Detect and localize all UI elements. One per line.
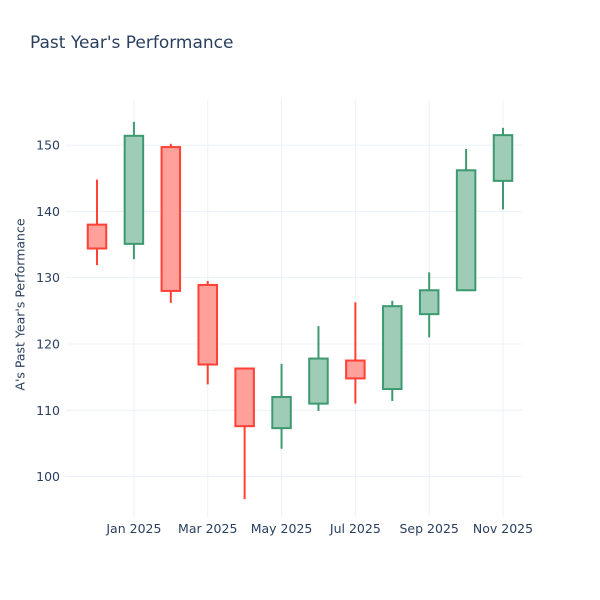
candle-jan-2025[interactable]	[123, 121, 145, 260]
candle-body	[455, 169, 477, 292]
candle-dec-2024[interactable]	[86, 179, 108, 266]
y-tick-label: 120	[36, 336, 60, 351]
candle-apr-2025[interactable]	[234, 367, 255, 500]
x-tick-label: Jul 2025	[329, 521, 381, 536]
candle-jun-2025[interactable]	[308, 326, 329, 411]
y-tick-label: 140	[36, 204, 60, 219]
candle-jul-2025[interactable]	[345, 302, 366, 404]
candle-body	[308, 357, 329, 405]
candle-body	[234, 367, 255, 428]
candle-may-2025[interactable]	[271, 363, 292, 449]
x-tick-label: Jan 2025	[105, 521, 161, 536]
candle-body	[160, 146, 182, 292]
candle-body	[382, 305, 403, 391]
candle-nov-2025[interactable]	[492, 127, 514, 210]
candle-body	[345, 359, 366, 380]
candle-mar-2025[interactable]	[197, 280, 218, 385]
y-tick-label: 150	[36, 138, 60, 153]
x-tick-label: Nov 2025	[473, 521, 533, 536]
candle-body	[123, 134, 145, 245]
candle-body	[271, 396, 292, 430]
y-tick-label: 110	[36, 403, 60, 418]
candle-body	[418, 289, 440, 316]
candle-body	[197, 283, 218, 366]
x-tick-label: May 2025	[251, 521, 313, 536]
y-tick-label: 100	[36, 469, 60, 484]
candle-oct-2025[interactable]	[455, 149, 477, 292]
candle-feb-2025[interactable]	[160, 143, 182, 303]
x-tick-label: Sep 2025	[400, 521, 459, 536]
chart-title: Past Year's Performance	[30, 33, 234, 53]
candle-body	[492, 134, 514, 182]
candle-aug-2025[interactable]	[382, 300, 403, 401]
x-tick-label: Mar 2025	[178, 521, 237, 536]
candle-body	[86, 223, 108, 250]
candle-sep-2025[interactable]	[418, 272, 440, 338]
y-tick-label: 130	[36, 270, 60, 285]
